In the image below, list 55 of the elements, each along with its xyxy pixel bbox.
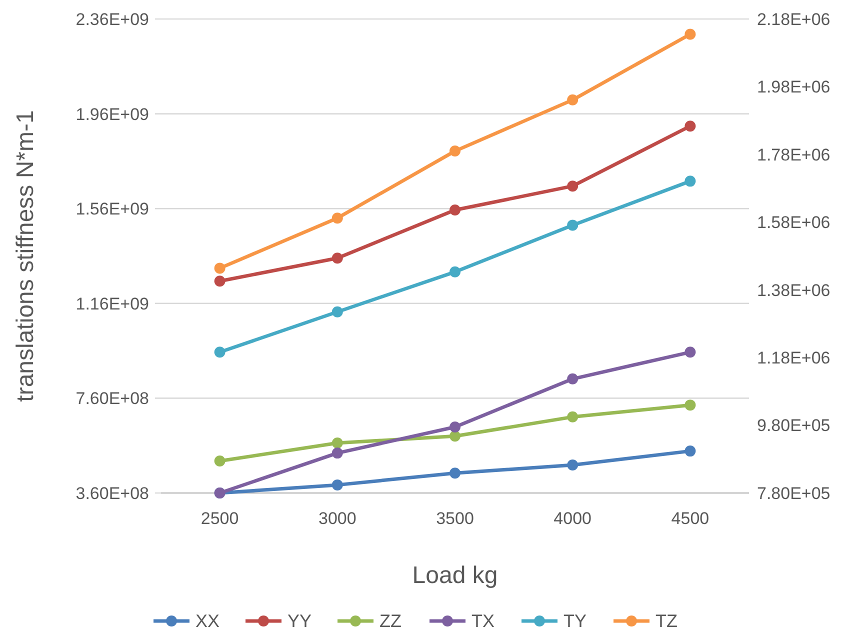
point	[450, 146, 460, 157]
point	[450, 266, 460, 278]
legend-label: TX	[472, 611, 495, 631]
y2-tick-label: 1.58E+06	[757, 213, 830, 232]
y-axis-title: translations stiffness N*m-1	[12, 110, 39, 402]
y-tick-label: 1.16E+09	[76, 294, 149, 314]
y2-tick-label: 2.18E+06	[757, 10, 830, 29]
y-tick-label: 3.60E+08	[76, 484, 149, 503]
point	[684, 400, 696, 411]
legend-label: TZ	[656, 611, 678, 631]
point	[332, 479, 343, 490]
y-tick-label: 1.96E+09	[76, 104, 149, 124]
point	[684, 176, 696, 187]
y-tick-label: 1.56E+09	[76, 200, 149, 219]
x-axis-title: Load kg	[412, 562, 498, 589]
point	[450, 421, 460, 432]
x-tick-label: 4000	[554, 509, 592, 528]
point	[567, 460, 578, 471]
y2-tick-label: 7.80E+05	[757, 484, 830, 503]
y2-tick-label: 1.38E+06	[757, 280, 830, 300]
point	[332, 437, 343, 448]
point	[214, 262, 226, 274]
point	[214, 276, 226, 287]
point	[332, 448, 343, 459]
x-tick-label: 4500	[671, 509, 710, 528]
y2-tick-label: 1.78E+06	[757, 145, 830, 164]
x-tick-label: 3000	[318, 509, 356, 528]
point	[450, 204, 460, 216]
point	[567, 94, 578, 106]
point	[684, 346, 696, 358]
y2-tick-label: 9.80E+05	[757, 416, 830, 436]
legend-label: ZZ	[380, 611, 402, 631]
point	[332, 306, 343, 318]
point	[214, 456, 226, 467]
y-tick-label: 2.36E+09	[76, 10, 149, 29]
point	[567, 373, 578, 384]
point	[450, 468, 460, 479]
point	[214, 346, 226, 358]
point	[684, 120, 696, 132]
x-tick-label: 3500	[436, 509, 474, 528]
y2-tick-label: 1.98E+06	[757, 78, 830, 97]
x-tick-label: 2500	[200, 509, 239, 528]
legend-label: YY	[288, 611, 312, 631]
y-tick-label: 7.60E+08	[76, 389, 149, 408]
point	[567, 180, 578, 192]
legend-label: XX	[196, 611, 220, 631]
legend-label: TY	[564, 611, 587, 631]
point	[567, 220, 578, 231]
point	[684, 446, 696, 457]
point	[567, 411, 578, 422]
point	[450, 430, 460, 442]
point	[684, 28, 696, 40]
point	[332, 252, 343, 264]
y2-tick-label: 1.18E+06	[757, 348, 830, 368]
point	[332, 212, 343, 224]
